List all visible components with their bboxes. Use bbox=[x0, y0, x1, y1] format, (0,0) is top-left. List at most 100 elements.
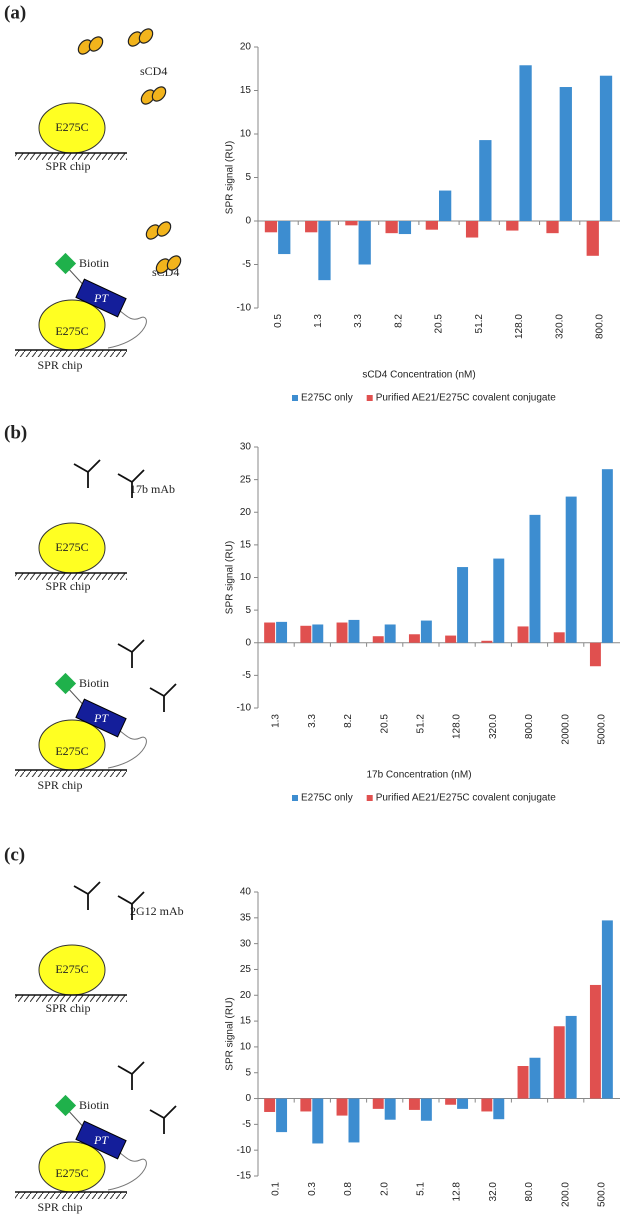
bar bbox=[519, 65, 532, 222]
bar bbox=[481, 1098, 493, 1112]
x-tick-label: 1.3 bbox=[271, 714, 282, 728]
y-tick-label: 30 bbox=[240, 938, 252, 949]
biotin bbox=[54, 252, 77, 275]
linker-label: PT bbox=[93, 711, 109, 725]
diagram: (c) E275C SPR chip 2G12 mAb E275C PT Biotin SPR… bbox=[4, 844, 184, 1213]
antibody bbox=[117, 891, 145, 920]
x-tick-label: 0.8 bbox=[343, 1182, 354, 1196]
chip-hatch bbox=[15, 770, 127, 777]
ligand-shape bbox=[155, 255, 182, 274]
lobe bbox=[166, 255, 182, 271]
x-tick-label: 800.0 bbox=[595, 314, 606, 339]
bar bbox=[481, 640, 493, 643]
y-tick-label: -15 bbox=[237, 1171, 252, 1182]
bar bbox=[408, 634, 420, 643]
chip-hatch bbox=[15, 350, 127, 357]
antibody bbox=[117, 1061, 145, 1090]
panel-label: (a) bbox=[4, 2, 26, 23]
x-tick-label: 8.2 bbox=[393, 314, 404, 328]
y-tick-label: -10 bbox=[237, 703, 252, 714]
antibody bbox=[73, 881, 101, 910]
bar bbox=[553, 632, 565, 643]
surface-label: SPR chip bbox=[37, 778, 82, 792]
bar bbox=[529, 1057, 541, 1099]
bar bbox=[278, 221, 291, 255]
biotin bbox=[54, 672, 77, 695]
bar bbox=[465, 221, 479, 238]
ligand-label: 2G12 mAb bbox=[130, 904, 184, 918]
diagram: (a) E275C SPR chip sCD4 E275C PT Biotin SPR chi… bbox=[4, 2, 182, 372]
y-tick-label: 0 bbox=[245, 216, 251, 227]
antibody bbox=[149, 683, 177, 712]
surface-label: SPR chip bbox=[45, 159, 90, 173]
y-tick-label: 20 bbox=[240, 42, 252, 53]
x-tick-label: 3.3 bbox=[307, 714, 318, 728]
panel-label: (b) bbox=[4, 422, 27, 443]
x-tick-label: 32.0 bbox=[488, 1182, 499, 1202]
x-tick-label: 12.8 bbox=[452, 1182, 463, 1202]
y-tick-label: 5 bbox=[245, 1067, 251, 1078]
bar bbox=[336, 622, 348, 643]
y-tick-label: -5 bbox=[242, 259, 251, 270]
bar bbox=[445, 635, 457, 643]
legend-label: Purified AE21/E275C covalent conjugate bbox=[376, 793, 557, 804]
lobe bbox=[77, 39, 93, 55]
bar bbox=[565, 1015, 577, 1099]
chip-hatch bbox=[15, 573, 127, 580]
x-tick-label: 320.0 bbox=[488, 714, 499, 739]
x-tick-label: 320.0 bbox=[554, 314, 565, 339]
legend-swatch bbox=[366, 795, 373, 801]
bar bbox=[312, 1098, 324, 1144]
x-tick-label: 800.0 bbox=[524, 714, 535, 739]
y-tick-label: 15 bbox=[240, 85, 252, 96]
bar bbox=[589, 642, 601, 667]
ligand-label: sCD4 bbox=[140, 64, 167, 78]
lobe bbox=[138, 28, 154, 44]
panel-label: (c) bbox=[4, 844, 25, 865]
x-tick-label: 20.5 bbox=[434, 314, 445, 334]
x-tick-label: 5.1 bbox=[416, 1182, 427, 1196]
x-tick-label: 200.0 bbox=[560, 1182, 571, 1207]
bar bbox=[506, 221, 519, 231]
bar bbox=[420, 620, 432, 643]
y-tick-label: -10 bbox=[237, 303, 252, 314]
legend-label: Purified AE21/E275C covalent conjugate bbox=[376, 393, 557, 404]
bar bbox=[384, 1098, 396, 1120]
bar bbox=[589, 984, 601, 1099]
bar bbox=[425, 221, 438, 230]
surface-label: SPR chip bbox=[37, 1200, 82, 1214]
lobe bbox=[145, 224, 161, 240]
bar bbox=[348, 619, 360, 643]
bar bbox=[336, 1098, 348, 1116]
x-tick-label: 128.0 bbox=[514, 314, 525, 339]
lobe bbox=[88, 36, 104, 52]
bar bbox=[300, 1098, 312, 1112]
bar bbox=[546, 221, 559, 234]
x-tick-label: 51.2 bbox=[474, 314, 485, 334]
y-tick-label: 35 bbox=[240, 912, 252, 923]
bar bbox=[479, 140, 492, 221]
y-axis-title: SPR signal (RU) bbox=[225, 541, 236, 614]
y-tick-label: 20 bbox=[240, 990, 252, 1001]
x-tick-label: 3.3 bbox=[353, 314, 364, 328]
bar bbox=[457, 1098, 469, 1109]
bar bbox=[318, 221, 331, 281]
bar bbox=[565, 496, 577, 643]
bar bbox=[420, 1098, 432, 1121]
chip-hatch bbox=[15, 1192, 127, 1199]
linker-label: PT bbox=[93, 291, 109, 305]
linker bbox=[75, 698, 127, 738]
antibody bbox=[73, 459, 101, 488]
y-tick-label: 10 bbox=[240, 129, 252, 140]
bar bbox=[276, 1098, 288, 1133]
y-tick-label: 0 bbox=[245, 1093, 251, 1104]
ligand-shape bbox=[77, 36, 104, 55]
bar bbox=[439, 190, 452, 221]
bar bbox=[559, 87, 572, 222]
y-axis-title: SPR signal (RU) bbox=[225, 141, 236, 214]
diagram: (b) E275C SPR chip 17b mAb E275C PT Biotin SPR … bbox=[4, 422, 177, 792]
linker bbox=[75, 278, 127, 318]
bar bbox=[264, 622, 276, 643]
legend-swatch bbox=[292, 795, 298, 801]
x-tick-label: 80.0 bbox=[524, 1182, 535, 1202]
